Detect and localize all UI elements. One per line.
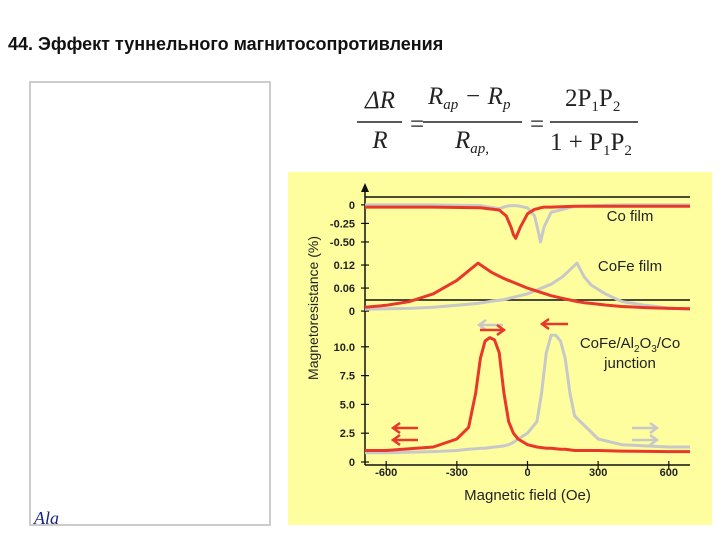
formula-part: 1 bbox=[591, 99, 599, 115]
arrow bbox=[539, 317, 568, 331]
y-tick-label: 0 bbox=[349, 457, 355, 469]
formula-part: P bbox=[611, 129, 625, 156]
y-axis-label: Magnetoresistance (%) bbox=[305, 236, 321, 380]
formula-part: 1 + P1P2 bbox=[550, 129, 632, 159]
y-tick-label: -0.50 bbox=[330, 237, 355, 249]
formula-part: P bbox=[599, 85, 613, 112]
blank-box bbox=[29, 81, 271, 526]
y-tick-label: 0.06 bbox=[334, 283, 355, 295]
formula-part: 2 bbox=[613, 99, 621, 115]
y-tick-label: 0.12 bbox=[334, 260, 355, 272]
formula-part: ΔR bbox=[364, 87, 395, 114]
annotation: CoFe/Al2O3/Co bbox=[580, 335, 680, 355]
annotation-part: O bbox=[640, 335, 652, 352]
data-line bbox=[364, 261, 691, 311]
annotation-part: CoFe/Al bbox=[580, 335, 634, 352]
y-tick-label: 10.0 bbox=[334, 342, 355, 354]
y-tick-label: 0 bbox=[349, 306, 355, 318]
formula-part: = bbox=[530, 111, 544, 138]
arrow bbox=[476, 318, 503, 332]
x-tick-label: 300 bbox=[589, 467, 607, 479]
slide-title: 44. Эффект туннельного магнитосопротивле… bbox=[8, 34, 443, 54]
formula-part: 2 bbox=[624, 143, 632, 159]
formula-part: 1 + P bbox=[550, 129, 603, 156]
y-tick-label: 7.5 bbox=[340, 371, 355, 383]
y-tick-label: 2.5 bbox=[340, 428, 355, 440]
formula-part: 2P1P2 bbox=[565, 85, 620, 115]
formula-part: ap, bbox=[470, 141, 489, 157]
y-tick-label: 0 bbox=[349, 200, 355, 212]
formula-part: Rap − Rp bbox=[427, 83, 511, 113]
arrow bbox=[390, 433, 418, 447]
annotation-part: 2 bbox=[634, 344, 640, 355]
formula-part: ap bbox=[443, 97, 459, 113]
x-tick-label: 600 bbox=[660, 467, 678, 479]
x-axis-label: Magnetic field (Oe) bbox=[464, 487, 591, 504]
annotation: CoFe film bbox=[598, 258, 662, 275]
x-tick-label: -600 bbox=[375, 467, 397, 479]
formula-part: = bbox=[410, 111, 424, 138]
data-line bbox=[365, 336, 690, 454]
data-line bbox=[365, 204, 690, 240]
formula-part: R bbox=[371, 127, 387, 154]
formula-part: 2P bbox=[565, 85, 591, 112]
annotation-part: /Co bbox=[657, 335, 680, 352]
formula-part: R bbox=[454, 127, 470, 154]
formula-part: 1 bbox=[603, 143, 611, 159]
chart-background bbox=[288, 172, 712, 525]
logo: Ala bbox=[33, 508, 59, 528]
formula-part: Rap, bbox=[454, 127, 489, 157]
y-tick-label: -0.25 bbox=[330, 218, 355, 230]
data-line bbox=[365, 203, 690, 244]
data-line bbox=[364, 261, 691, 311]
annotation-part: 3 bbox=[651, 344, 657, 355]
arrow bbox=[480, 323, 507, 337]
formula-part: R bbox=[427, 83, 443, 110]
x-tick-label: -300 bbox=[446, 467, 468, 479]
x-tick-label: 0 bbox=[524, 467, 530, 479]
formula-part: − R bbox=[458, 83, 503, 110]
y-tick-label: 5.0 bbox=[340, 399, 355, 411]
y-axis-arrow bbox=[361, 183, 369, 192]
field-arrows bbox=[390, 317, 660, 447]
arrow bbox=[632, 421, 660, 435]
annotation: junction bbox=[603, 355, 656, 372]
annotation: Co film bbox=[607, 208, 654, 225]
arrow bbox=[632, 433, 660, 447]
formula: ΔR R = Rap − Rp Rap, = 2P1P2 1 + P1P2 bbox=[357, 83, 638, 159]
arrow bbox=[390, 421, 418, 435]
formula-part: p bbox=[502, 97, 511, 113]
plot: 0 -0.25 -0.50 Co film 0.12 0.06 0 CoFe film Magn… bbox=[305, 183, 691, 504]
